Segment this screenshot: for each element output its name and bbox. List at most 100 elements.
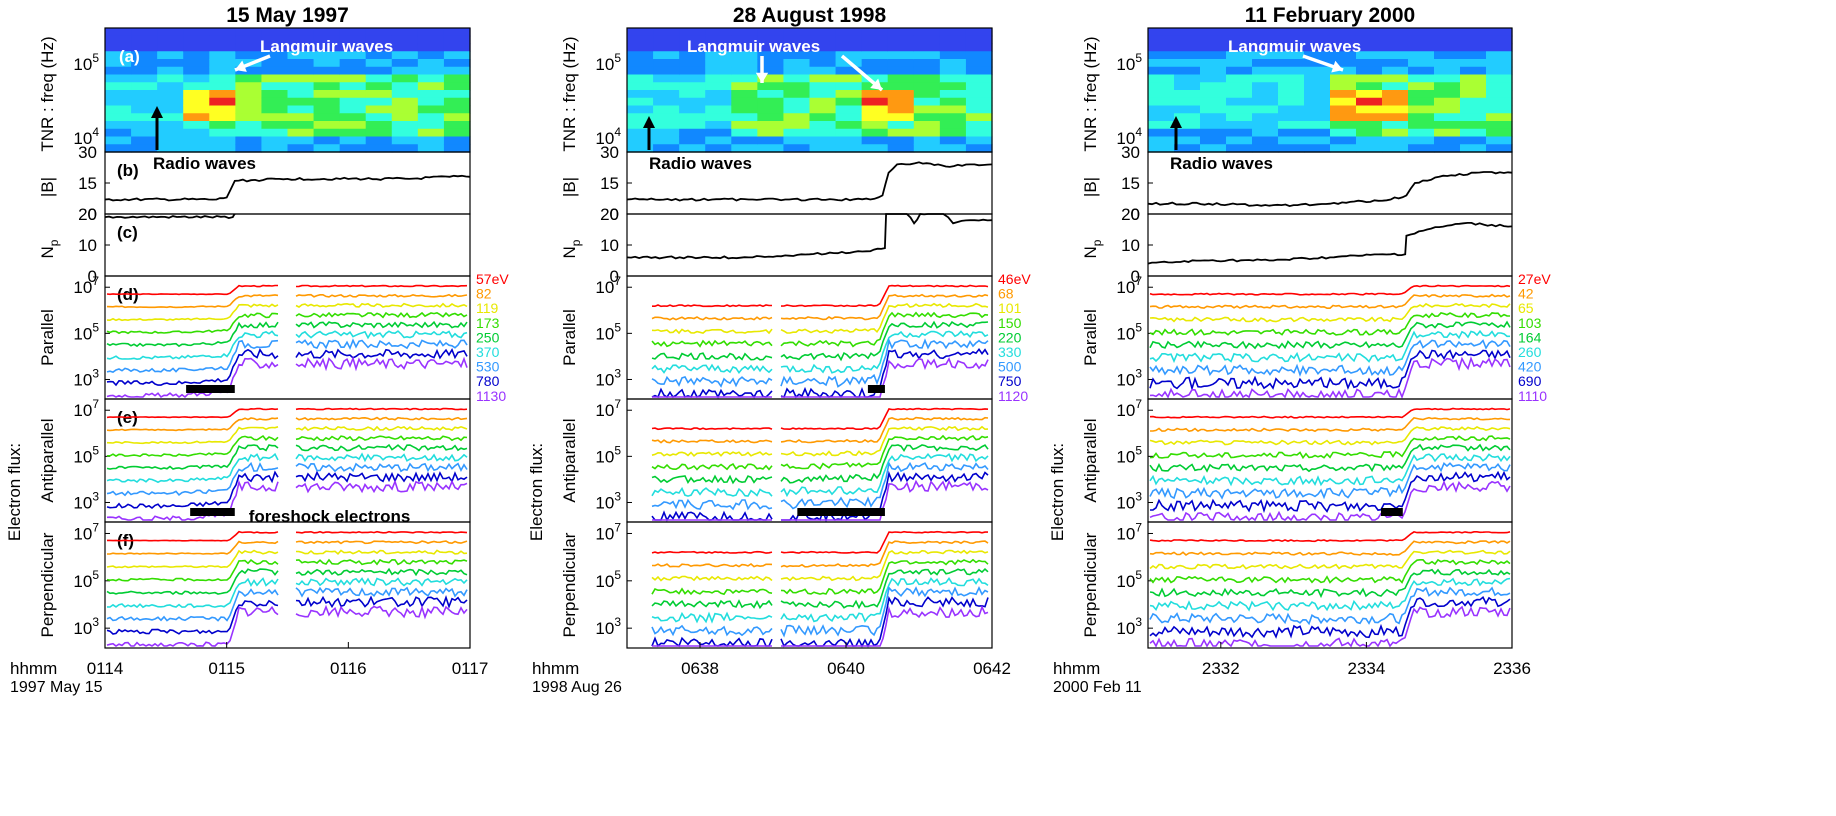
spectrogram-cell	[131, 74, 158, 83]
spectrogram-cell	[1304, 28, 1331, 37]
spectrogram-cell	[887, 43, 915, 52]
foreshock-bar	[797, 508, 885, 516]
spectrogram-cell	[1330, 51, 1357, 60]
spectrogram-cell	[1304, 74, 1331, 83]
flux-line-260	[1149, 329, 1510, 364]
spectrogram-cell	[1382, 97, 1409, 107]
spectrogram-cell	[1252, 113, 1279, 122]
spectrogram-cell	[365, 121, 393, 130]
spectrogram-cell	[1200, 51, 1227, 60]
spectrogram-cell	[365, 97, 393, 107]
spectrogram-cell	[1382, 90, 1409, 99]
spectrogram-cell	[887, 35, 915, 45]
spectrogram-cell	[339, 97, 367, 107]
spectrogram-cell	[1408, 144, 1435, 153]
spectrogram-cell	[757, 82, 785, 91]
spectrogram-cell	[939, 51, 967, 60]
spectrogram-cell	[835, 105, 863, 114]
flux-line-173	[106, 558, 468, 582]
b-field-tick: 0	[88, 205, 97, 224]
spectrogram-cell	[131, 144, 158, 153]
spectrogram-cell	[261, 59, 289, 68]
flux-line-370	[106, 330, 468, 361]
flux-line-220	[651, 444, 989, 485]
flux-line-68	[651, 293, 989, 321]
spectrogram-cell	[1252, 136, 1279, 145]
spectrogram-cell	[1148, 105, 1175, 114]
spectrogram-cell	[339, 113, 367, 122]
flux-line-1110	[1149, 605, 1511, 648]
energy-label: 82	[476, 286, 492, 302]
spectrogram-cell	[287, 144, 315, 153]
spectrogram-cell	[157, 66, 184, 76]
spectrogram-cell	[417, 97, 445, 107]
spectrogram-cell	[313, 144, 341, 153]
spectrogram-cell	[157, 113, 184, 122]
spectrogram-cell	[913, 74, 941, 83]
flux-tick: 103	[595, 615, 621, 638]
panel-title: 15 May 1997	[226, 4, 349, 27]
flux-line-57eV	[107, 530, 468, 542]
spectrogram-cell	[261, 113, 289, 122]
flux-tick: 105	[1116, 443, 1142, 466]
spectrogram-cell	[391, 59, 419, 68]
spectrogram-cell	[183, 90, 210, 99]
tnr-tick: 104	[1116, 125, 1142, 148]
b-field-ylabel: |B|	[560, 177, 579, 197]
spectrogram-cell	[131, 128, 158, 138]
tnr-ylabel: TNR : freq (Hz)	[1081, 36, 1100, 151]
spectrogram-cell	[1486, 51, 1513, 60]
energy-label: 103	[1518, 315, 1542, 331]
spectrogram-cell	[339, 59, 367, 68]
flux-line-46eV	[651, 530, 988, 554]
spectrogram-cell	[861, 144, 889, 153]
time-tick: 0117	[452, 659, 489, 678]
spectrogram-cell	[1174, 35, 1201, 45]
spectrogram-cell	[835, 121, 863, 130]
spectrogram-cell	[731, 113, 758, 122]
flux-line-173	[107, 434, 468, 458]
b-field-tick: 0	[1131, 205, 1140, 224]
tnr-ylabel: TNR : freq (Hz)	[38, 36, 57, 151]
spectrogram-cell	[679, 35, 706, 45]
spectrogram-cell	[1408, 97, 1435, 107]
spectrogram-cell	[939, 128, 967, 138]
spectrogram-cell	[939, 121, 967, 130]
flux-tick: 107	[1116, 274, 1142, 297]
flux-tick: 103	[595, 489, 621, 512]
spectrogram-cell	[157, 105, 184, 114]
spectrogram-cell	[939, 90, 967, 99]
spectrogram-cell	[105, 113, 132, 122]
spectrogram-cell	[1434, 66, 1461, 76]
spectrogram-cell	[1408, 35, 1435, 45]
density-ylabel: Np	[1081, 239, 1104, 258]
spectrogram-cell	[1382, 43, 1409, 52]
flux-line-330	[651, 452, 989, 498]
spectrogram-cell	[313, 136, 341, 145]
spectrogram-cell	[1356, 97, 1383, 107]
spectrogram-cell	[417, 105, 445, 114]
spectrogram-cell	[809, 59, 837, 68]
spectrogram-cell	[1460, 74, 1487, 83]
spectrogram-cell	[1434, 97, 1461, 107]
flux-ylabel: Parallel	[38, 309, 57, 366]
spectrogram-cell	[131, 28, 158, 37]
spectrogram-cell	[861, 136, 889, 145]
spectrogram-cell	[627, 128, 654, 138]
spectrogram-cell	[209, 121, 236, 130]
spectrogram-cell	[365, 144, 393, 153]
langmuir-label: Langmuir waves	[1228, 37, 1361, 56]
spectrogram-cell	[809, 97, 837, 107]
flux-tick: 105	[73, 320, 99, 343]
spectrogram-cell	[287, 136, 315, 145]
spectrogram-cell	[131, 105, 158, 114]
spectrogram-cell	[1278, 136, 1305, 145]
spectrogram-cell	[887, 121, 915, 130]
time-tick: 2334	[1347, 659, 1385, 678]
spectrogram-cell	[105, 66, 132, 76]
spectrogram-cell	[261, 35, 289, 45]
spectrogram-cell	[365, 105, 393, 114]
spectrogram-cell	[913, 121, 941, 130]
b-field-tick: 30	[1121, 143, 1140, 162]
spectrogram-cell	[339, 90, 367, 99]
